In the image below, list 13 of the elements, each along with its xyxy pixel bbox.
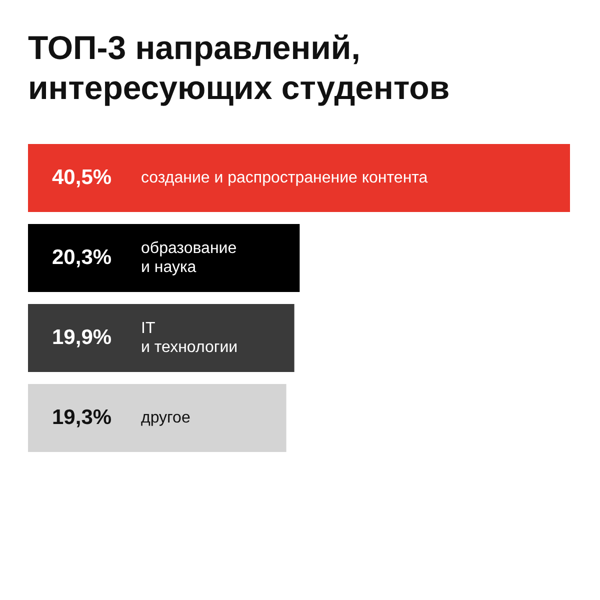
bar <box>28 304 294 372</box>
bar <box>28 224 300 292</box>
y-tick-label: IT и технологии <box>141 320 238 356</box>
data-label: 19,3% <box>52 406 112 429</box>
bar <box>28 144 570 212</box>
y-tick-label: образование и наука <box>141 240 237 276</box>
data-label: 19,9% <box>52 326 112 349</box>
bar <box>28 384 286 452</box>
data-label: 40,5% <box>52 166 112 189</box>
y-tick-label: создание и распространение контента <box>141 169 428 186</box>
chart-title: ТОП-3 направлений, интересующих студентов <box>28 28 450 108</box>
data-label: 20,3% <box>52 246 112 269</box>
y-tick-label: другое <box>141 409 190 426</box>
